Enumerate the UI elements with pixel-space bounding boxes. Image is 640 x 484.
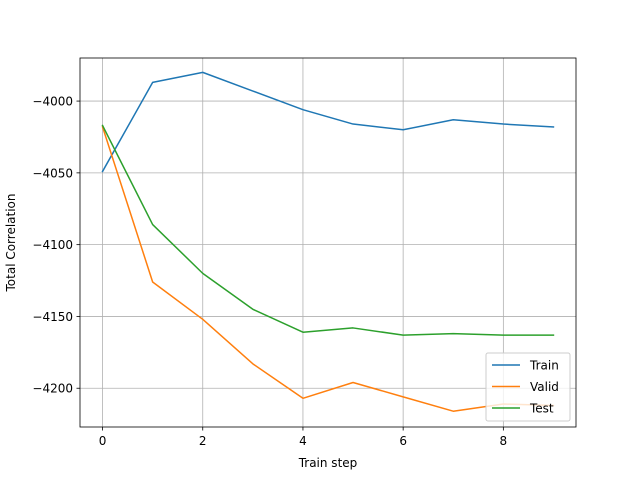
legend-frame xyxy=(485,352,571,422)
x-tick-label: 2 xyxy=(199,434,207,448)
legend-label: Train xyxy=(529,359,559,373)
y-tick-label: −4000 xyxy=(32,95,73,109)
legend-entry-train: Train xyxy=(492,359,559,373)
axis-ticks: 0 2 4 6 8 −4200 −4150 −4100 −4050 −4000 xyxy=(32,95,507,448)
plot-frame xyxy=(79,57,577,428)
series-line-test xyxy=(101,124,555,336)
grid xyxy=(80,58,576,427)
x-tick-label: 8 xyxy=(500,434,508,448)
x-tick-label: 6 xyxy=(399,434,407,448)
x-tick-label: 0 xyxy=(99,434,107,448)
y-axis-label: Total Correlation xyxy=(4,193,18,292)
y-tick-label: −4050 xyxy=(32,166,73,180)
y-tick-label: −4100 xyxy=(32,238,73,252)
x-axis-label: Train step xyxy=(298,456,358,470)
series-line-train xyxy=(101,71,555,173)
legend: Train Valid Test xyxy=(485,352,571,422)
legend-label: Valid xyxy=(530,380,559,394)
x-tick-label: 4 xyxy=(299,434,307,448)
legend-entry-test: Test xyxy=(492,402,554,416)
series-line-valid xyxy=(101,125,555,412)
y-tick-label: −4200 xyxy=(32,382,73,396)
legend-entry-valid: Valid xyxy=(492,380,559,394)
legend-label: Test xyxy=(529,402,554,416)
y-tick-label: −4150 xyxy=(32,310,73,324)
series-lines xyxy=(101,71,555,412)
